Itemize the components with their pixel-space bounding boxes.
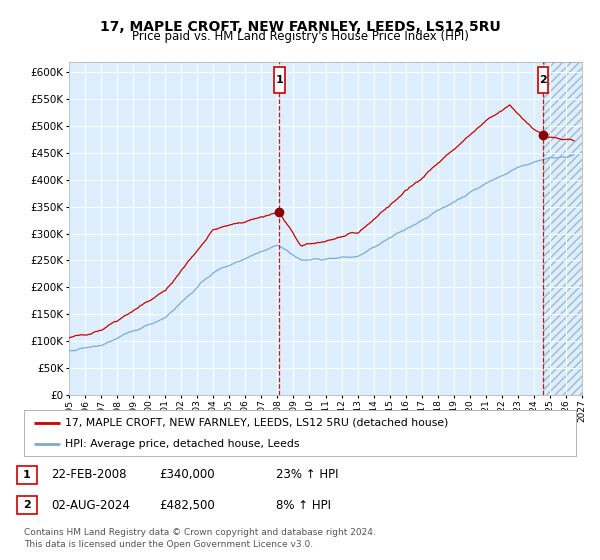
Text: 17, MAPLE CROFT, NEW FARNLEY, LEEDS, LS12 5RU: 17, MAPLE CROFT, NEW FARNLEY, LEEDS, LS1…	[100, 20, 500, 34]
Text: 1: 1	[275, 75, 283, 85]
Text: 8% ↑ HPI: 8% ↑ HPI	[276, 498, 331, 512]
Text: £340,000: £340,000	[159, 468, 215, 482]
Text: £482,500: £482,500	[159, 498, 215, 512]
FancyBboxPatch shape	[274, 67, 285, 94]
Text: 22-FEB-2008: 22-FEB-2008	[51, 468, 127, 482]
Text: 17, MAPLE CROFT, NEW FARNLEY, LEEDS, LS12 5RU (detached house): 17, MAPLE CROFT, NEW FARNLEY, LEEDS, LS1…	[65, 418, 449, 428]
Text: 1: 1	[23, 470, 31, 480]
Bar	[543, 62, 582, 395]
Text: 23% ↑ HPI: 23% ↑ HPI	[276, 468, 338, 482]
Text: HPI: Average price, detached house, Leeds: HPI: Average price, detached house, Leed…	[65, 439, 300, 449]
Text: 2: 2	[23, 500, 31, 510]
Text: Contains HM Land Registry data © Crown copyright and database right 2024.
This d: Contains HM Land Registry data © Crown c…	[24, 528, 376, 549]
FancyBboxPatch shape	[538, 67, 548, 94]
Text: Price paid vs. HM Land Registry's House Price Index (HPI): Price paid vs. HM Land Registry's House …	[131, 30, 469, 44]
Text: 2: 2	[539, 75, 547, 85]
Text: 02-AUG-2024: 02-AUG-2024	[51, 498, 130, 512]
